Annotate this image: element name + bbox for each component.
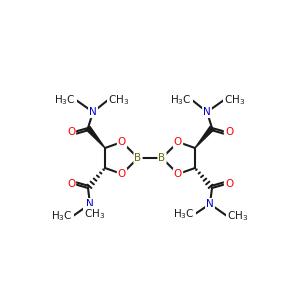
Text: O: O [67, 179, 75, 189]
Text: N: N [203, 107, 211, 117]
Text: B: B [158, 153, 166, 163]
Text: O: O [118, 137, 126, 147]
Text: O: O [174, 169, 182, 179]
Text: O: O [118, 169, 126, 179]
Text: O: O [67, 127, 75, 137]
Text: $\mathregular{CH_3}$: $\mathregular{CH_3}$ [227, 209, 248, 223]
Text: O: O [174, 137, 182, 147]
Text: $\mathregular{H_3C}$: $\mathregular{H_3C}$ [51, 209, 73, 223]
Text: N: N [86, 199, 94, 209]
Text: $\mathregular{CH_3}$: $\mathregular{CH_3}$ [108, 93, 129, 107]
Text: B: B [134, 153, 142, 163]
Text: $\mathregular{H_3C}$: $\mathregular{H_3C}$ [170, 93, 192, 107]
Text: N: N [206, 199, 214, 209]
Text: O: O [225, 127, 233, 137]
Text: $\mathregular{H_3C}$: $\mathregular{H_3C}$ [54, 93, 76, 107]
Text: $\mathregular{CH_3}$: $\mathregular{CH_3}$ [224, 93, 245, 107]
Text: N: N [89, 107, 97, 117]
Text: O: O [225, 179, 233, 189]
Polygon shape [195, 126, 214, 148]
Text: $\mathregular{H_3C}$: $\mathregular{H_3C}$ [173, 207, 195, 221]
Text: $\mathregular{CH_3}$: $\mathregular{CH_3}$ [84, 207, 105, 221]
Polygon shape [86, 126, 105, 148]
